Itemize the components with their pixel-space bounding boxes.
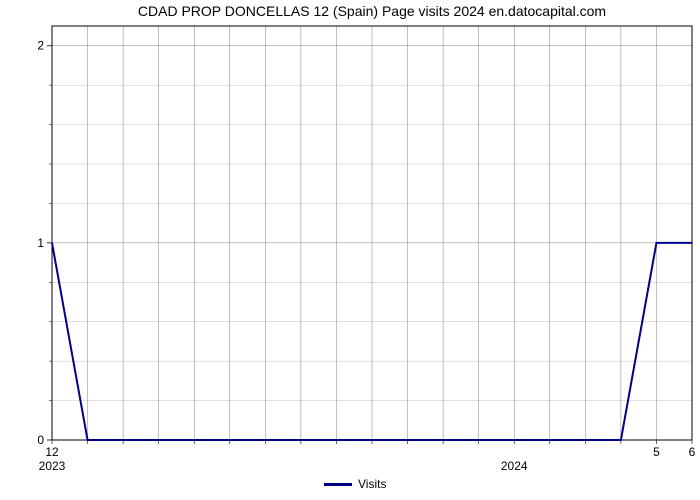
y-tick-label: 0 [37,433,44,447]
x-year-label: 2023 [39,459,66,473]
x-month-label: 12 [45,445,59,459]
x-month-label: 5 [653,445,660,459]
y-tick-label: 2 [37,39,44,53]
y-tick-label: 1 [37,236,44,250]
legend-label: Visits [358,477,386,491]
line-chart: 012125620232024CDAD PROP DONCELLAS 12 (S… [0,0,700,500]
chart-container: { "chart": { "type": "line", "title": "C… [0,0,700,500]
x-year-label: 2024 [501,459,528,473]
x-month-label: 6 [689,445,696,459]
legend-swatch [324,483,352,486]
chart-title: CDAD PROP DONCELLAS 12 (Spain) Page visi… [138,3,606,19]
